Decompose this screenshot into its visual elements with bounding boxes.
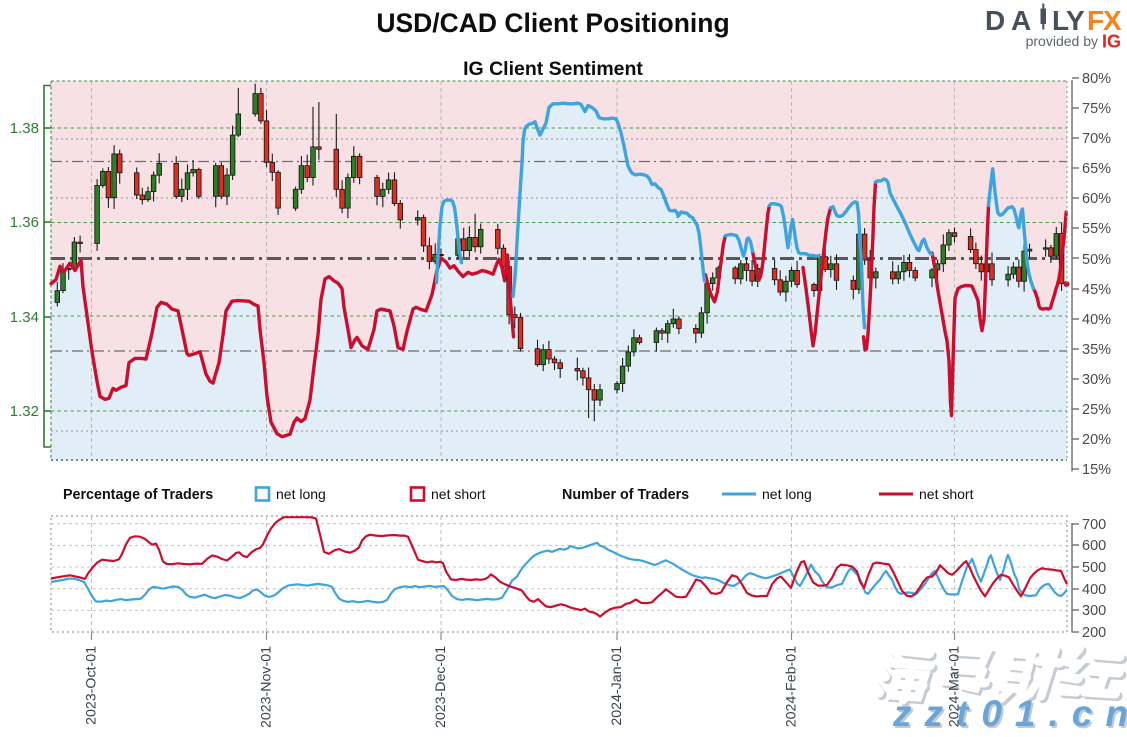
- svg-text:200: 200: [1082, 625, 1106, 641]
- svg-text:A: A: [1011, 5, 1031, 36]
- svg-text:zzt01.cn: zzt01.cn: [892, 693, 1127, 732]
- svg-text:Percentage of Traders: Percentage of Traders: [63, 487, 213, 503]
- svg-text:IG: IG: [1102, 32, 1121, 52]
- svg-text:600: 600: [1082, 538, 1106, 554]
- svg-text:2024-Feb-01: 2024-Feb-01: [784, 646, 800, 727]
- svg-text:65%: 65%: [1082, 161, 1111, 177]
- svg-text:2024-Jan-01: 2024-Jan-01: [609, 646, 625, 726]
- svg-text:net long: net long: [762, 486, 812, 502]
- svg-text:provided by: provided by: [1026, 33, 1098, 49]
- svg-text:35%: 35%: [1082, 342, 1111, 358]
- svg-text:net long: net long: [276, 486, 326, 502]
- svg-text:2023-Dec-01: 2023-Dec-01: [433, 646, 449, 728]
- svg-text:Number of Traders: Number of Traders: [562, 487, 689, 503]
- svg-text:IG Client Sentiment: IG Client Sentiment: [463, 58, 643, 80]
- svg-text:Y: Y: [1066, 5, 1085, 36]
- svg-text:1.34: 1.34: [10, 309, 39, 326]
- svg-text:300: 300: [1082, 603, 1106, 619]
- svg-text:60%: 60%: [1082, 191, 1111, 207]
- svg-text:50%: 50%: [1082, 252, 1111, 268]
- svg-text:net short: net short: [919, 486, 974, 502]
- svg-text:1.36: 1.36: [10, 214, 39, 231]
- svg-text:2023-Nov-01: 2023-Nov-01: [259, 646, 275, 728]
- svg-text:X: X: [1103, 5, 1122, 36]
- svg-text:2023-Oct-01: 2023-Oct-01: [84, 646, 100, 725]
- svg-text:F: F: [1087, 5, 1104, 36]
- svg-text:20%: 20%: [1082, 432, 1111, 448]
- svg-text:400: 400: [1082, 582, 1106, 598]
- svg-text:75%: 75%: [1082, 101, 1111, 117]
- svg-text:40%: 40%: [1082, 312, 1111, 328]
- svg-text:USD/CAD Client Positioning: USD/CAD Client Positioning: [376, 8, 729, 38]
- svg-text:net short: net short: [431, 486, 486, 502]
- svg-text:zzt01.cn: zzt01.cn: [894, 695, 1127, 732]
- svg-text:2024-Mar-01: 2024-Mar-01: [947, 646, 963, 727]
- svg-text:80%: 80%: [1082, 71, 1111, 87]
- svg-text:30%: 30%: [1082, 372, 1111, 388]
- svg-text:1.32: 1.32: [10, 403, 39, 420]
- svg-text:45%: 45%: [1082, 282, 1111, 298]
- svg-text:500: 500: [1082, 560, 1106, 576]
- svg-text:55%: 55%: [1082, 221, 1111, 237]
- svg-text:D: D: [985, 5, 1005, 36]
- svg-text:70%: 70%: [1082, 131, 1111, 147]
- svg-text:15%: 15%: [1082, 462, 1111, 478]
- svg-text:25%: 25%: [1082, 402, 1111, 418]
- svg-text:1.38: 1.38: [10, 120, 39, 137]
- svg-text:L: L: [1052, 5, 1069, 36]
- svg-text:700: 700: [1082, 517, 1106, 533]
